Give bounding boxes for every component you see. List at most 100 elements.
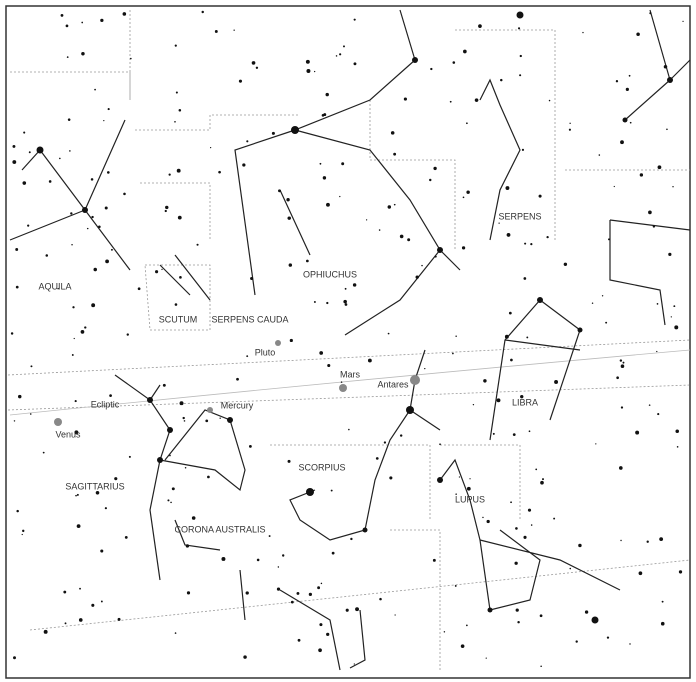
star [506,233,511,237]
star [168,173,171,176]
star [619,466,623,470]
star [126,333,129,336]
map-label: Venus [55,429,81,439]
star [672,186,674,188]
star [546,236,549,239]
star [71,354,74,356]
star [67,118,71,121]
star [185,544,190,548]
star [496,398,501,403]
star [657,413,660,416]
star [250,276,254,281]
star [483,379,487,383]
star [399,234,404,239]
star [177,215,182,220]
star [74,400,77,403]
star [331,551,335,555]
map-label: OPHIUCHUS [303,269,357,279]
star [378,229,381,231]
star [71,244,73,246]
star [660,621,665,626]
star [584,610,589,614]
star [466,190,470,194]
star [155,270,159,274]
star [515,608,519,612]
star [169,454,171,457]
star [308,592,312,597]
star [186,591,191,595]
star [569,122,571,124]
star [569,567,572,570]
star [520,394,524,399]
star [278,189,281,193]
boundaries [7,10,691,670]
star [13,420,16,422]
star [348,428,350,431]
star [327,363,331,368]
star [59,157,61,160]
star [433,166,437,171]
star [219,417,221,419]
star [355,607,359,612]
star [673,305,676,308]
star [387,332,390,335]
star [22,181,27,185]
star [553,517,556,520]
star [620,539,622,542]
star [23,131,26,134]
star [668,252,672,256]
star [313,70,316,73]
star [94,88,96,91]
star [635,430,640,435]
star [424,367,426,370]
star [622,117,628,123]
star [652,225,656,228]
star [530,524,533,526]
star [91,603,95,607]
star [606,636,610,639]
star [162,383,166,387]
star [29,413,32,415]
star [648,404,651,406]
star [343,299,347,304]
star [319,623,323,627]
map-label: SERPENS CAUDA [211,314,288,324]
star [412,57,418,63]
star [76,493,79,496]
star [36,146,44,154]
star [57,287,59,290]
star [437,247,443,253]
star [15,248,19,251]
star [339,53,342,56]
star [429,178,432,182]
star [629,643,631,645]
star [663,64,668,69]
star [474,98,479,102]
star [110,248,113,251]
star [103,120,105,122]
star [528,430,531,433]
star [179,401,184,406]
star [510,501,512,504]
star [326,632,330,636]
star [674,325,679,330]
star [106,171,110,174]
star [449,100,452,103]
stars [10,10,684,668]
star [540,480,544,485]
star [117,617,121,621]
star [415,275,419,279]
star [86,227,89,230]
frame [5,5,691,679]
star [344,303,348,306]
star [486,519,490,524]
star [399,434,403,437]
star [454,585,457,587]
star [657,165,662,170]
star [167,427,173,433]
star [174,303,178,306]
star [196,243,199,246]
map-label: SAGITTARIUS [65,481,124,491]
star [638,571,643,576]
star [114,477,118,481]
